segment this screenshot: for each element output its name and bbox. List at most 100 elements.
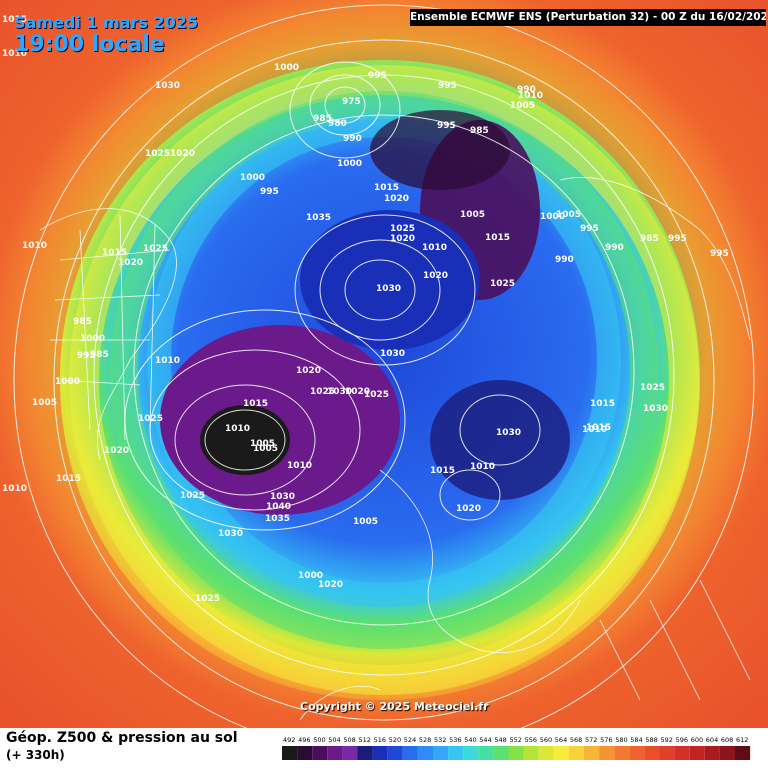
isobar-label: 1000 — [540, 212, 565, 222]
footer-bar: Géop. Z500 & pression au sol (+ 330h) 49… — [0, 728, 768, 768]
yellow-band — [69, 65, 699, 695]
legend-swatch — [493, 746, 509, 760]
legend-value: 604 — [706, 736, 718, 744]
legend-swatch — [599, 746, 615, 760]
isobar-label: 1010 — [2, 484, 27, 494]
legend-swatch — [372, 746, 388, 760]
isobar-label: 990 — [605, 243, 624, 253]
legend-value: 536 — [449, 736, 461, 744]
isobar-label: 995 — [580, 224, 599, 234]
legend-value: 528 — [419, 736, 431, 744]
isobar-label: 1020 — [118, 258, 143, 268]
isobar-label: 1000 — [55, 377, 80, 387]
legend-swatch — [538, 746, 554, 760]
legend-value: 492 — [283, 736, 295, 744]
isobar-label: 1025 — [490, 279, 515, 289]
legend-value: 524 — [404, 736, 416, 744]
isobar-label: 1020 — [456, 504, 481, 514]
legend-value: 500 — [313, 736, 325, 744]
isobar-label: 1000 — [274, 63, 299, 73]
isobar-label: 995 — [437, 121, 456, 131]
isobar-label: 1005 — [460, 210, 485, 220]
isobar-label: 1030 — [643, 404, 668, 414]
isobar-label: 1015 — [2, 15, 27, 25]
legend-swatch — [342, 746, 358, 760]
legend-swatch — [327, 746, 343, 760]
legend-value: 496 — [298, 736, 310, 744]
isobar-label: 1025 — [364, 390, 389, 400]
legend-value: 532 — [434, 736, 446, 744]
isobar-label: 980 — [328, 119, 347, 129]
dark-core-west — [200, 405, 290, 475]
coastlines — [39, 177, 751, 721]
legend-value: 608 — [721, 736, 733, 744]
isobars — [13, 4, 755, 728]
isobar-label: 1010 — [225, 424, 250, 434]
isobar-label: 995 — [710, 249, 729, 259]
copyright-text: Copyright © 2025 Meteociel.fr — [300, 700, 489, 713]
isobar-label: 1035 — [265, 514, 290, 524]
legend-swatch — [312, 746, 328, 760]
isobar-label: 1010 — [155, 356, 180, 366]
legend-swatch — [584, 746, 600, 760]
legend-value: 580 — [615, 736, 627, 744]
isobar-label: 990 — [555, 255, 574, 265]
isobar-label: 1030 — [218, 529, 243, 539]
isobar-label: 1025 — [138, 414, 163, 424]
color-legend: 492 496 500 504 508 512 516 520 524 528 532 536 540 5… — [282, 736, 751, 760]
isobar-label: 985 — [90, 350, 109, 360]
isobar-label: 1015 — [243, 399, 268, 409]
legend-swatch — [629, 746, 645, 760]
isobar-label: 1010 — [518, 91, 543, 101]
legend-value: 572 — [585, 736, 597, 744]
legend-swatch — [417, 746, 433, 760]
legend-value: 552 — [510, 736, 522, 744]
legend-swatch — [704, 746, 720, 760]
dark-trough-north — [370, 110, 510, 190]
isobar-label: 995 — [77, 351, 96, 361]
legend-value: 556 — [525, 736, 537, 744]
legend-value: 540 — [464, 736, 476, 744]
legend-value: 564 — [555, 736, 567, 744]
isobar-label: 1010 — [422, 243, 447, 253]
isobar-label: 985 — [73, 317, 92, 327]
isobar-label: 1015 — [485, 233, 510, 243]
legend-swatch — [735, 746, 751, 760]
isobar-label: 1025 — [310, 387, 335, 397]
isobar-label: 1030 — [155, 81, 180, 91]
isobar-label: 1015 — [590, 399, 615, 409]
isobar-label: 1015 — [374, 183, 399, 193]
legend-swatch — [568, 746, 584, 760]
isobar-label: 975 — [342, 97, 361, 107]
isobar-label: 985 — [640, 234, 659, 244]
isobar-label: 1040 — [266, 502, 291, 512]
isobar-label: 1005 — [353, 517, 378, 527]
isobar-label: 1030 — [327, 387, 352, 397]
legend-value: 548 — [494, 736, 506, 744]
warm-band — [0, 0, 768, 728]
isobar-label: 1010 — [287, 461, 312, 471]
isobar-label: 990 — [517, 85, 536, 95]
variable-label: Géop. Z500 & pression au sol — [6, 730, 238, 746]
isobar-label: 1015 — [586, 423, 611, 433]
isobar-label: 985 — [313, 114, 332, 124]
isobar-label: 1020 — [384, 194, 409, 204]
isobar-label: 1010 — [22, 241, 47, 251]
isobar-label: 1020 — [104, 446, 129, 456]
legend-swatch — [614, 746, 630, 760]
forecast-time: 19:00 locale — [14, 32, 165, 57]
cyan-band — [147, 113, 621, 607]
isobar-label: 1010 — [2, 49, 27, 59]
isobar-label: 1020 — [345, 387, 370, 397]
green-band — [110, 91, 658, 649]
weather-map: 1015 1010 1030 1025 1020 1000 995 975 980 985 990 1… — [0, 0, 768, 728]
isobar-label: 985 — [470, 126, 489, 136]
legend-value: 504 — [328, 736, 340, 744]
legend-swatch — [387, 746, 403, 760]
isobar-label: 1020 — [170, 149, 195, 159]
legend-value: 612 — [736, 736, 748, 744]
legend-value: 544 — [479, 736, 491, 744]
legend-swatch — [448, 746, 464, 760]
isobar-label: 1030 — [496, 428, 521, 438]
legend-swatch — [553, 746, 569, 760]
